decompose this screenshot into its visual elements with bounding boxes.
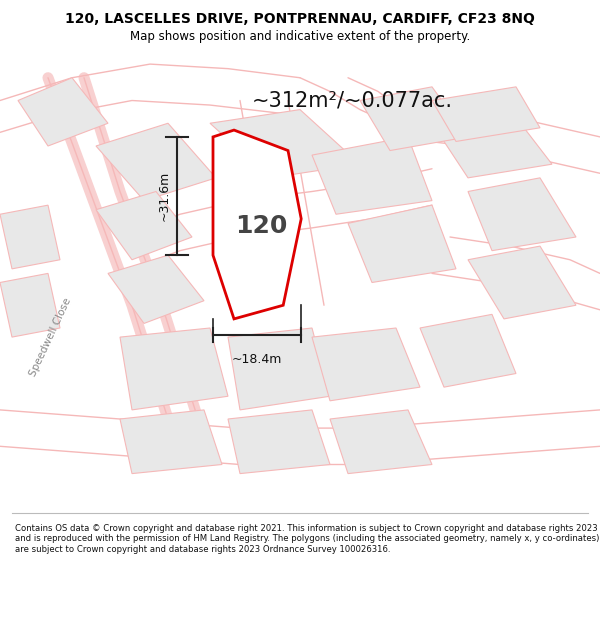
Polygon shape [108,255,204,324]
Text: ~18.4m: ~18.4m [232,353,282,366]
Text: Map shows position and indicative extent of the property.: Map shows position and indicative extent… [130,30,470,43]
Polygon shape [330,410,432,474]
Polygon shape [468,178,576,251]
Polygon shape [420,314,516,387]
Polygon shape [210,109,360,178]
Polygon shape [96,191,192,260]
Polygon shape [120,328,228,410]
Polygon shape [432,87,540,141]
Polygon shape [432,109,552,178]
Polygon shape [120,410,222,474]
Polygon shape [228,328,330,410]
Polygon shape [348,205,456,282]
Text: ~31.6m: ~31.6m [157,171,170,221]
Text: 120: 120 [235,214,287,238]
Text: Contains OS data © Crown copyright and database right 2021. This information is : Contains OS data © Crown copyright and d… [15,524,599,554]
Polygon shape [96,123,216,201]
Polygon shape [18,78,108,146]
Text: ~312m²/~0.077ac.: ~312m²/~0.077ac. [252,91,453,111]
Text: 120, LASCELLES DRIVE, PONTPRENNAU, CARDIFF, CF23 8NQ: 120, LASCELLES DRIVE, PONTPRENNAU, CARDI… [65,12,535,26]
Polygon shape [0,205,60,269]
Polygon shape [468,246,576,319]
Polygon shape [213,130,301,319]
Polygon shape [312,137,432,214]
Polygon shape [360,87,468,151]
Text: Speedwell Close: Speedwell Close [28,296,74,378]
Polygon shape [0,273,60,337]
Polygon shape [312,328,420,401]
Polygon shape [228,410,330,474]
